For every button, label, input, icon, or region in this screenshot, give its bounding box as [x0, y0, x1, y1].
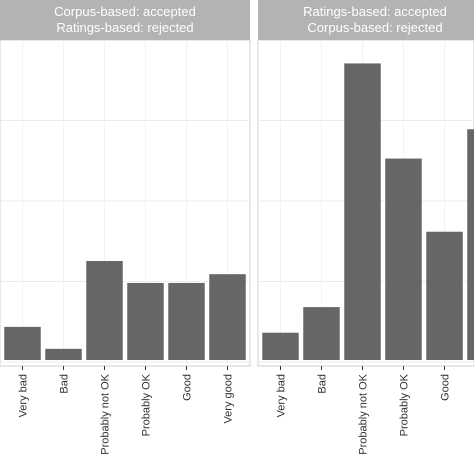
bar-good: [426, 231, 463, 360]
x-tick-label: Probably OK: [141, 373, 153, 436]
bar-probably-not-ok: [344, 63, 381, 360]
x-tick-label: Probably not OK: [358, 373, 370, 454]
facet-strip: [258, 0, 474, 40]
bar-bad: [45, 348, 82, 360]
x-tick-label: Bad: [317, 374, 329, 394]
x-tick-label: Bad: [59, 374, 71, 394]
x-tick-label: Good: [440, 374, 452, 401]
x-tick-label: Very bad: [18, 374, 30, 417]
x-tick-label: Probably not OK: [100, 373, 112, 454]
bar-very-good: [209, 274, 246, 360]
x-tick-label: Very bad: [276, 374, 288, 417]
facet-strip-label: Ratings-based: rejected: [56, 20, 193, 35]
facet-strip-label: Ratings-based: accepted: [303, 4, 447, 19]
facet-strip-label: Corpus-based: rejected: [307, 20, 442, 35]
bar-very-bad: [262, 332, 299, 360]
x-tick-label: Probably OK: [399, 373, 411, 436]
x-tick-label: Very good: [223, 374, 235, 424]
facet-strip: [0, 0, 250, 40]
facet-strip-label: Corpus-based: accepted: [54, 4, 196, 19]
bar-bad: [303, 307, 340, 360]
panel-background: [0, 39, 251, 367]
bar-probably-ok: [385, 158, 422, 360]
bar-probably-ok: [127, 282, 164, 360]
bar-probably-not-ok: [86, 261, 123, 360]
bar-very-good: [467, 129, 474, 360]
bar-good: [168, 282, 205, 360]
bar-very-bad: [4, 326, 41, 360]
x-tick-label: Good: [182, 374, 194, 401]
